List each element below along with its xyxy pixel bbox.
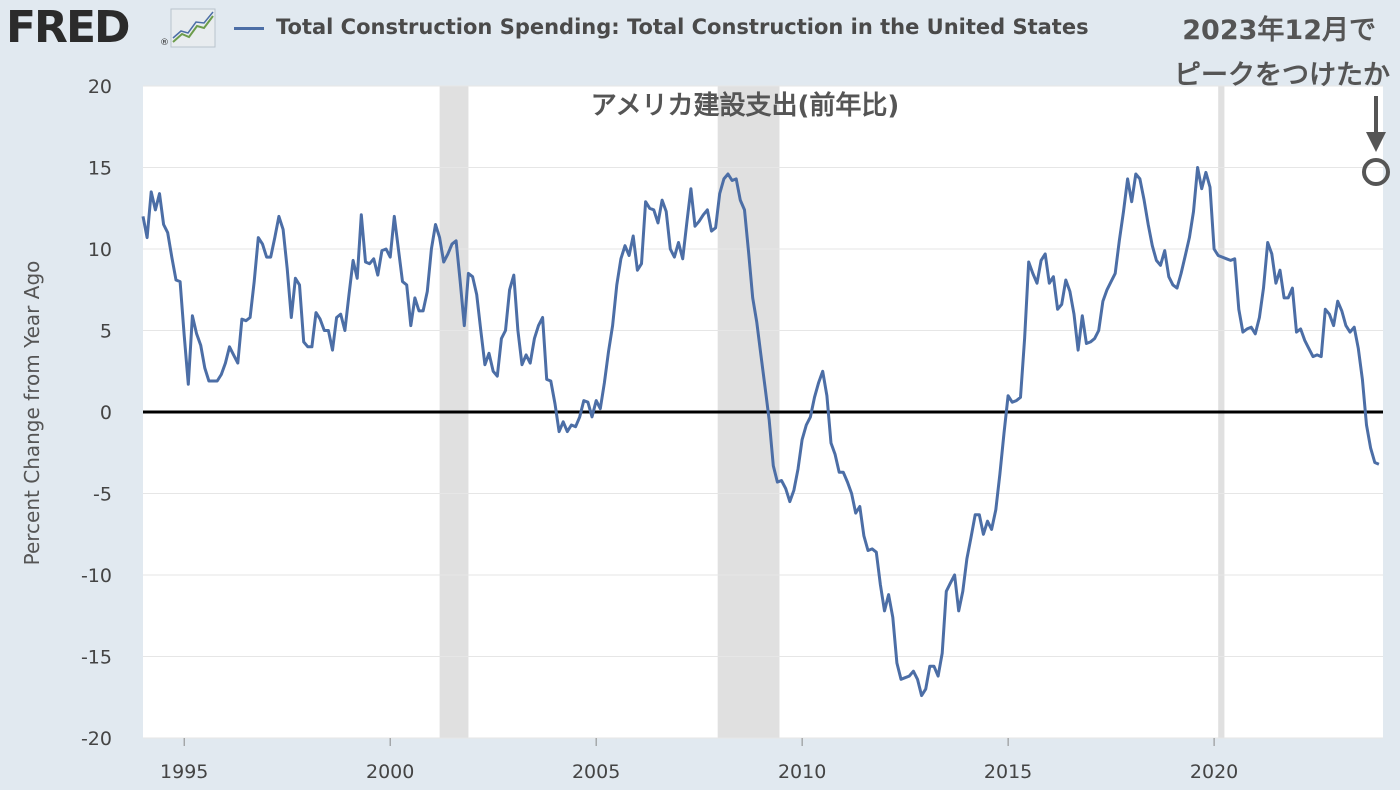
x-axis-ticks: 1995 2000 2005 2010 2015 2020 bbox=[160, 738, 1238, 783]
legend-swatch bbox=[234, 27, 264, 30]
legend-series-label: Total Construction Spending: Total Const… bbox=[276, 15, 1089, 39]
grid-lines bbox=[143, 85, 1383, 739]
y-tick-label: -20 bbox=[81, 728, 112, 750]
y-tick-label: 10 bbox=[88, 239, 112, 261]
x-tick-label: 2000 bbox=[366, 761, 414, 783]
x-tick-label: 2015 bbox=[984, 761, 1032, 783]
y-tick-label: 5 bbox=[100, 321, 112, 343]
y-axis-title: Percent Change from Year Ago bbox=[20, 261, 44, 566]
down-arrow-icon bbox=[1366, 96, 1386, 152]
x-tick-label: 2005 bbox=[572, 761, 620, 783]
circle-marker-icon bbox=[1362, 158, 1390, 186]
y-tick-label: 15 bbox=[88, 158, 112, 180]
y-tick-label: -15 bbox=[81, 647, 112, 669]
x-tick-label: 1995 bbox=[160, 761, 208, 783]
y-tick-label: -10 bbox=[81, 565, 112, 587]
annotation-peak-line1: 2023年12月で bbox=[1182, 14, 1376, 46]
y-tick-label: 0 bbox=[100, 402, 112, 424]
annotation-peak-line2: ピークをつけたか bbox=[1174, 60, 1390, 91]
registered-mark: ® bbox=[160, 38, 169, 48]
x-tick-label: 2010 bbox=[778, 761, 826, 783]
y-tick-label: 20 bbox=[88, 76, 112, 98]
line-chart-icon bbox=[170, 8, 216, 48]
x-tick-label: 2020 bbox=[1190, 761, 1238, 783]
y-axis-ticks: 20 15 10 5 0 -5 -10 -15 -20 bbox=[81, 76, 112, 750]
annotation-title: アメリカ建設支出(前年比) bbox=[591, 90, 899, 121]
y-tick-label: -5 bbox=[93, 484, 112, 506]
series-line bbox=[141, 166, 1380, 698]
header: FRED ® Total Construction Spending: Tota… bbox=[0, 0, 1400, 60]
fred-logo[interactable]: FRED bbox=[6, 2, 131, 53]
